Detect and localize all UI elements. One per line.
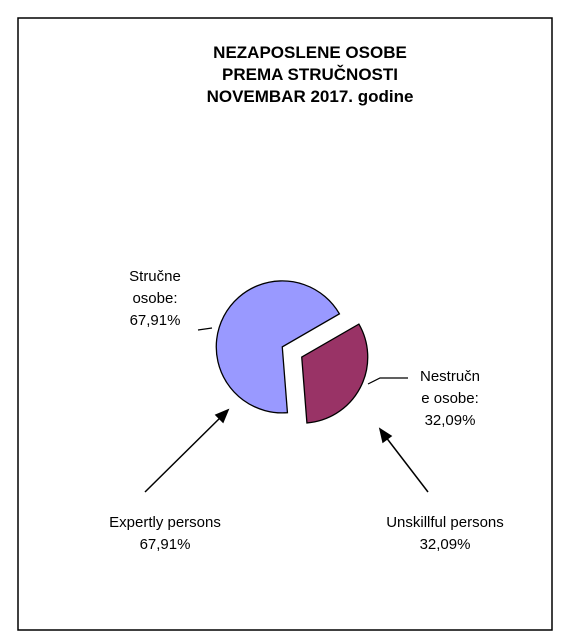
chart-title: PREMA STRUČNOSTI: [222, 65, 398, 84]
chart-title: NEZAPOSLENE OSOBE: [213, 43, 407, 62]
pie-slice: [215, 280, 341, 414]
arrow: [144, 411, 227, 493]
category-label: Stručne osobe:: [129, 268, 181, 307]
data-label-block: Nestručne osobe: 32,09%: [415, 366, 485, 432]
category-label: Nestručne osobe:: [419, 368, 481, 407]
leader-lines: [197, 327, 408, 385]
leader-line: [197, 327, 213, 331]
data-label: 32,09%: [424, 412, 476, 429]
arrow-head: [378, 427, 393, 444]
data-label: 67,91%: [129, 312, 181, 329]
annotation: Expertly persons 67,91%: [109, 514, 221, 553]
annotation: Unskillful persons 32,09%: [386, 514, 504, 553]
arrow: [381, 431, 429, 493]
arrow-head: [214, 408, 230, 424]
arrows: [144, 408, 429, 493]
chart-title: NOVEMBAR 2017. godine: [206, 87, 414, 106]
pie-slice: [301, 323, 369, 424]
leader-line: [367, 377, 408, 385]
data-label-block: Stručne osobe: 67,91%: [110, 266, 200, 332]
